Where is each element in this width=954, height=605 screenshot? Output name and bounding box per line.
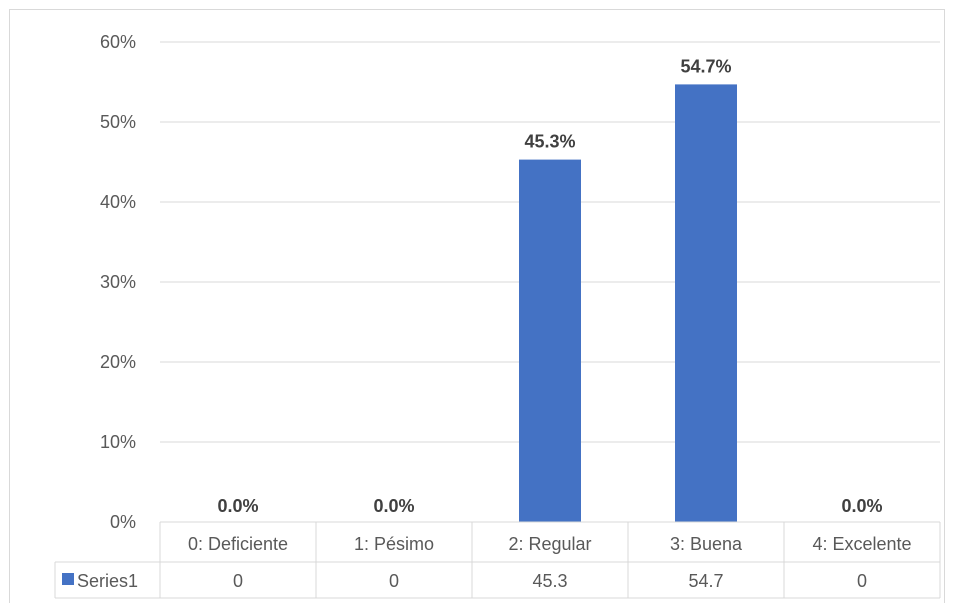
y-tick-label: 40% (100, 192, 136, 212)
data-label: 0.0% (373, 496, 414, 516)
y-axis-ticks: 0% 10% 20% 30% 40% 50% 60% (100, 32, 136, 532)
data-table: 0: Deficiente 0 1: Pésimo 0 2: Regular 45.3 3:… (54, 521, 941, 599)
legend-key (62, 573, 74, 585)
y-tick-label: 50% (100, 112, 136, 132)
category-label: 2: Regular (508, 534, 591, 554)
table-value: 0 (389, 571, 399, 591)
table-value: 0 (233, 571, 243, 591)
y-tick-label: 60% (100, 32, 136, 52)
y-tick-label: 0% (110, 512, 136, 532)
chart-frame (9, 9, 945, 603)
data-label: 45.3% (524, 132, 575, 152)
table-value: 54.7 (688, 571, 723, 591)
table-value: 0 (857, 571, 867, 591)
table-value: 45.3 (532, 571, 567, 591)
bar (675, 84, 737, 523)
bar (519, 159, 581, 522)
series-name: Series1 (77, 571, 138, 591)
y-tick-label: 10% (100, 432, 136, 452)
bars (519, 84, 737, 523)
data-label: 54.7% (680, 56, 731, 76)
category-label: 3: Buena (670, 534, 743, 554)
data-label: 0.0% (841, 496, 882, 516)
category-label: 4: Excelente (812, 534, 911, 554)
data-labels: 0.0% 0.0% 45.3% 54.7% 0.0% (217, 56, 882, 516)
category-label: 0: Deficiente (188, 534, 288, 554)
y-tick-label: 20% (100, 352, 136, 372)
category-label: 1: Pésimo (354, 534, 434, 554)
data-label: 0.0% (217, 496, 258, 516)
y-tick-label: 30% (100, 272, 136, 292)
